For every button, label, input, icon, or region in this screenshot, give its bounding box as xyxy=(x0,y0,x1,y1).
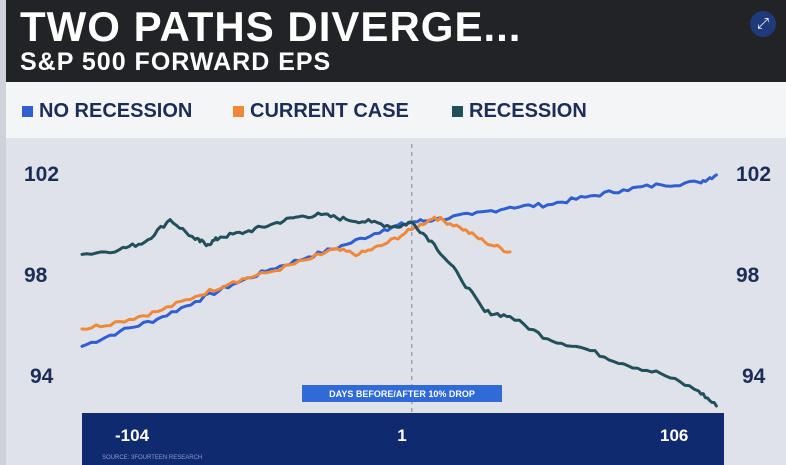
x-axis-band xyxy=(82,413,724,465)
series-line-recession xyxy=(80,211,718,408)
y-tick-right-98: 98 xyxy=(736,264,760,287)
legend-band xyxy=(6,82,786,138)
legend-swatch xyxy=(22,106,33,117)
axis-annotation-box xyxy=(302,385,502,402)
plot-background xyxy=(6,138,786,465)
y-tick-right-94: 94 xyxy=(742,365,766,388)
legend-no-recession: NO RECESSION xyxy=(22,100,192,123)
legend-label: CURRENT CASE xyxy=(250,100,409,122)
source-note: SOURCE: 3FOURTEEN RESEARCH xyxy=(102,455,202,461)
chart-title: TWO PATHS DIVERGE... xyxy=(20,3,522,50)
y-tick-right-102: 102 xyxy=(736,163,771,186)
legend-swatch xyxy=(452,106,463,117)
legend-recession: RECESSION xyxy=(452,100,587,123)
series-line-current-case xyxy=(80,215,512,331)
legend-label: RECESSION xyxy=(469,100,587,122)
left-edge-strip xyxy=(0,0,6,465)
series-layer xyxy=(80,173,718,408)
chart-header: TWO PATHS DIVERGE... S&P 500 FORWARD EPS… xyxy=(6,0,786,82)
axis-annotation: DAYS BEFORE/AFTER 10% DROP xyxy=(329,389,475,399)
legend-label: NO RECESSION xyxy=(39,100,193,122)
x-tick-106: 106 xyxy=(660,426,688,445)
y-tick-left-102: 102 xyxy=(24,163,59,186)
legend-current-case: CURRENT CASE xyxy=(233,100,409,123)
y-tick-left-94: 94 xyxy=(30,365,54,388)
x-tick-1: 1 xyxy=(397,426,406,445)
chart-subtitle: S&P 500 FORWARD EPS xyxy=(20,48,332,76)
legend-swatch xyxy=(233,106,244,117)
x-tick-minus-104: -104 xyxy=(115,426,150,445)
expand-arrows-icon[interactable]: ⤢ xyxy=(750,11,776,37)
y-tick-left-98: 98 xyxy=(24,264,48,287)
